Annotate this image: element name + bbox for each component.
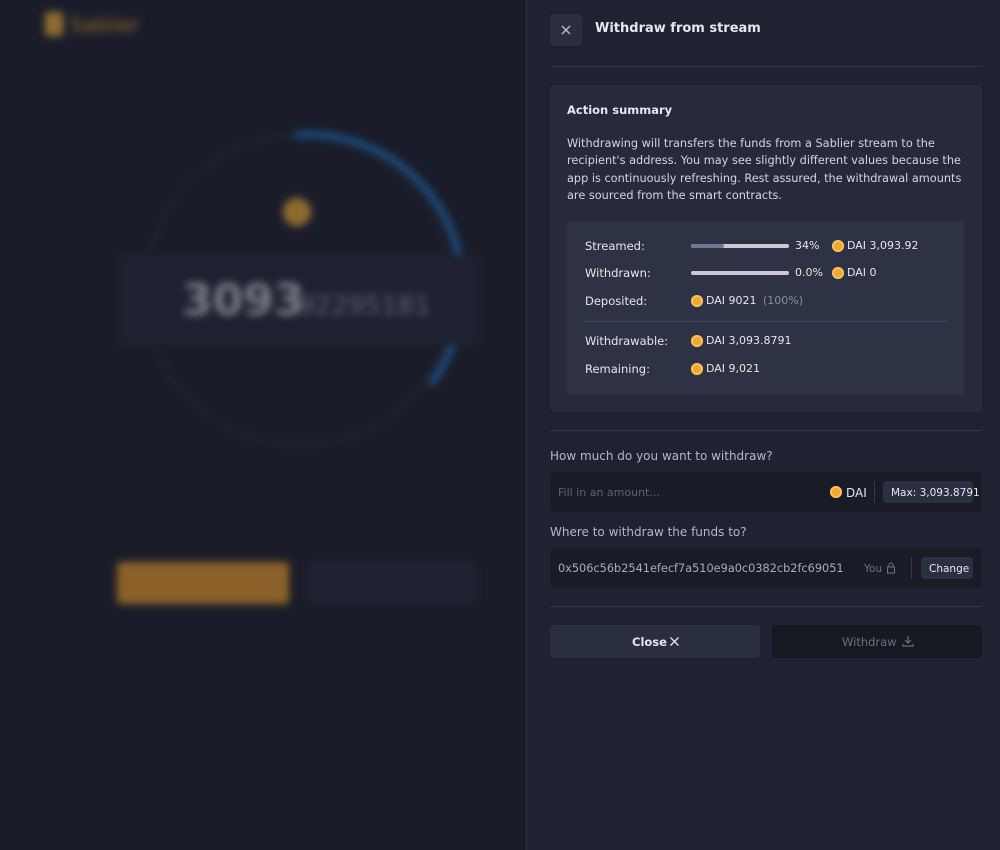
table-divider: [585, 321, 947, 322]
lock-icon: [887, 562, 895, 574]
download-icon: [902, 636, 914, 647]
separator: [911, 557, 912, 579]
progress-label: 0.0%: [795, 266, 823, 279]
divider: [550, 430, 982, 431]
brand-logo: [45, 12, 63, 36]
close-icon-button[interactable]: [550, 14, 582, 46]
progress-track: [691, 244, 789, 248]
amount-placeholder: Fill in an amount...: [558, 486, 660, 499]
row-label: Withdrawable:: [585, 334, 669, 348]
summary-description: Withdrawing will transfers the funds fro…: [567, 137, 962, 203]
close-icon: [670, 637, 679, 646]
row-amount: DAI 0: [847, 266, 877, 279]
amount-decimal: .92295181: [290, 291, 431, 321]
brand: Sablier: [70, 13, 140, 37]
change-button[interactable]: [921, 557, 973, 579]
progress-track: [691, 271, 789, 275]
token-icon: [283, 198, 311, 226]
owner-tag: You: [864, 563, 883, 575]
address-label: Where to withdraw the funds to?: [550, 525, 747, 539]
row-note: (100%): [763, 294, 804, 307]
max-button[interactable]: [883, 481, 973, 503]
row-label: Streamed:: [585, 239, 645, 253]
divider: [550, 606, 982, 607]
blurred-button: [308, 562, 476, 604]
close-button-label: Close: [632, 635, 667, 649]
blurred-button: [117, 562, 289, 604]
amount-box: [118, 255, 478, 345]
separator: [874, 481, 875, 503]
token-icon: [830, 486, 842, 498]
withdraw-button-label: Withdraw: [842, 635, 897, 649]
divider: [550, 66, 982, 67]
amount-label: How much do you want to withdraw?: [550, 449, 773, 463]
token-icon: [832, 240, 844, 252]
background-view: Sablier 3093 .92295181: [45, 12, 478, 604]
address-input: [550, 548, 982, 588]
token-icon: [691, 335, 703, 347]
summary-title: Action summary: [567, 103, 673, 117]
row-label: Withdrawn:: [585, 266, 651, 280]
panel-title: Withdraw from stream: [595, 21, 761, 36]
withdraw-button[interactable]: [772, 625, 982, 658]
token-icon: [691, 295, 703, 307]
token-icon: [691, 363, 703, 375]
progress-label: 34%: [795, 239, 820, 252]
max-button-label: Max: 3,093.8791: [891, 487, 980, 499]
change-button-label: Change: [929, 563, 970, 575]
token-icon: [832, 267, 844, 279]
row-amount: DAI 9,021: [706, 362, 761, 375]
row-amount: DAI 9021: [706, 294, 757, 307]
summary-table: [567, 221, 964, 395]
row-amount: DAI 3,093.8791: [706, 334, 792, 347]
amount-integer: 3093: [182, 275, 305, 326]
address-value: 0x506c56b2541efecf7a510e9a0c0382cb2fc690…: [558, 562, 844, 575]
progress-fill: [691, 244, 725, 248]
close-button[interactable]: [550, 625, 760, 658]
row-amount: DAI 3,093.92: [847, 239, 919, 252]
row-label: Remaining:: [585, 362, 650, 376]
token-symbol: DAI: [846, 486, 867, 500]
row-label: Deposited:: [585, 294, 648, 308]
